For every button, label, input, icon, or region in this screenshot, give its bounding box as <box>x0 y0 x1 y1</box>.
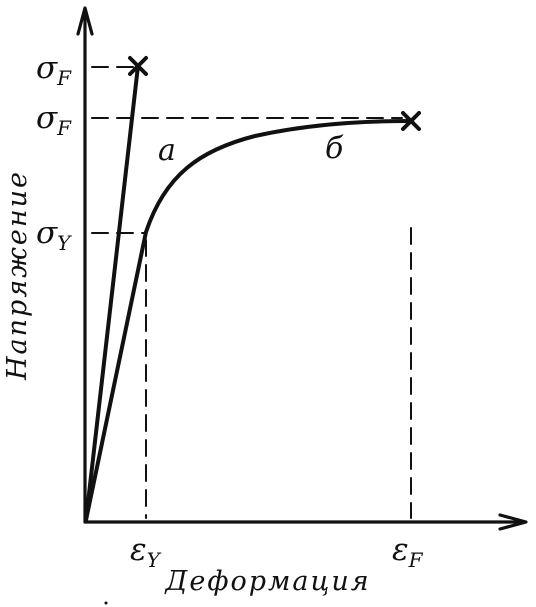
curve-b-line <box>84 119 412 522</box>
curve-b-fracture-mark <box>401 111 421 131</box>
sigma-y-label: σY <box>36 215 72 255</box>
x-axis-arrowhead <box>498 513 528 531</box>
curve-a-tag: a <box>158 133 176 168</box>
y-axis-title: Напряжение <box>2 170 33 381</box>
curve-a-fracture-mark <box>128 56 148 76</box>
curve-a-line <box>84 64 140 522</box>
sigma-f-brittle-label: σF <box>36 50 72 90</box>
curve-b-tag: б <box>325 131 344 166</box>
stray-dot <box>104 601 108 605</box>
epsilon-f-label: εF <box>392 532 424 572</box>
sigma-f-ductile-label: σF <box>36 100 72 140</box>
y-axis-arrowhead <box>76 6 94 36</box>
x-axis-title: Деформация <box>164 566 370 597</box>
epsilon-y-label: εY <box>130 532 162 572</box>
